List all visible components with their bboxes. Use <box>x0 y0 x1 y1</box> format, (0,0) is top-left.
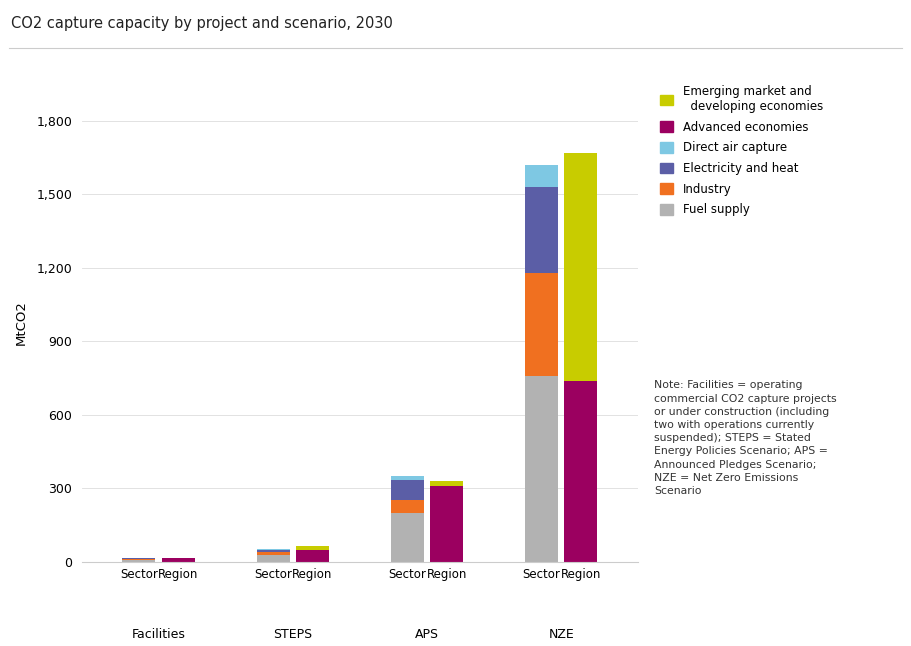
Text: Note: Facilities = operating
commercial CO2 capture projects
or under constructi: Note: Facilities = operating commercial … <box>654 380 837 496</box>
Bar <box>391 480 424 499</box>
Y-axis label: MtCO2: MtCO2 <box>15 300 28 346</box>
Text: STEPS: STEPS <box>273 628 312 641</box>
Bar <box>525 376 558 562</box>
Bar <box>391 499 424 513</box>
Text: Facilities: Facilities <box>131 628 185 641</box>
Bar <box>525 273 558 376</box>
Bar <box>257 552 290 555</box>
Bar <box>257 555 290 562</box>
Bar <box>296 550 329 562</box>
Bar <box>564 152 598 380</box>
Bar <box>161 558 195 562</box>
Text: CO2 capture capacity by project and scenario, 2030: CO2 capture capacity by project and scen… <box>11 16 393 31</box>
Bar <box>257 550 290 552</box>
Bar <box>161 557 195 558</box>
Bar <box>564 380 598 562</box>
Bar <box>391 476 424 480</box>
Text: NZE: NZE <box>548 628 574 641</box>
Bar <box>430 481 463 486</box>
Bar <box>296 546 329 550</box>
Bar <box>391 513 424 562</box>
Bar <box>525 165 558 187</box>
Bar <box>430 486 463 562</box>
Text: APS: APS <box>415 628 439 641</box>
Legend: Emerging market and
  developing economies, Advanced economies, Direct air captu: Emerging market and developing economies… <box>660 85 823 216</box>
Bar <box>525 187 558 273</box>
Bar <box>122 559 156 562</box>
